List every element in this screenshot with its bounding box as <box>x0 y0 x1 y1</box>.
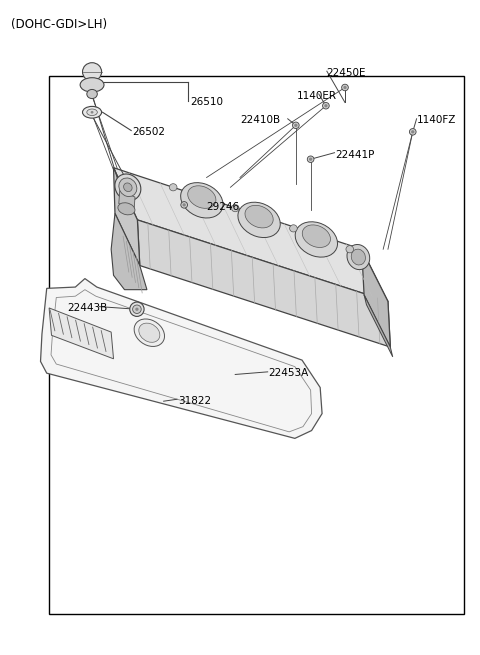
Text: 22450E: 22450E <box>326 68 365 78</box>
Text: 22443B: 22443B <box>67 303 108 313</box>
Ellipse shape <box>343 86 347 89</box>
Ellipse shape <box>87 90 97 98</box>
Ellipse shape <box>409 128 416 135</box>
Text: 1140FZ: 1140FZ <box>417 115 456 125</box>
Ellipse shape <box>188 186 216 208</box>
Ellipse shape <box>347 244 370 270</box>
Ellipse shape <box>324 104 327 107</box>
Polygon shape <box>114 168 140 265</box>
Text: 26510: 26510 <box>190 98 223 107</box>
Ellipse shape <box>182 203 186 206</box>
Polygon shape <box>114 168 388 301</box>
Ellipse shape <box>83 63 102 81</box>
Ellipse shape <box>80 78 104 92</box>
Ellipse shape <box>294 124 298 127</box>
Ellipse shape <box>132 305 141 314</box>
Ellipse shape <box>130 302 144 316</box>
Text: 22410B: 22410B <box>240 115 280 125</box>
Ellipse shape <box>238 202 280 238</box>
Ellipse shape <box>87 109 97 115</box>
Ellipse shape <box>169 183 177 191</box>
Ellipse shape <box>119 178 137 196</box>
Text: 22441P: 22441P <box>336 149 375 160</box>
Ellipse shape <box>115 174 141 200</box>
Ellipse shape <box>302 225 330 248</box>
Ellipse shape <box>411 130 414 134</box>
Polygon shape <box>364 295 393 357</box>
Ellipse shape <box>346 246 354 253</box>
Text: 31822: 31822 <box>178 396 211 405</box>
Text: 22453A: 22453A <box>269 368 309 378</box>
Ellipse shape <box>181 202 188 208</box>
Ellipse shape <box>180 183 223 218</box>
Ellipse shape <box>323 102 329 109</box>
Ellipse shape <box>342 84 348 91</box>
Ellipse shape <box>289 225 297 232</box>
Polygon shape <box>40 278 322 438</box>
Ellipse shape <box>351 249 365 265</box>
Polygon shape <box>49 308 114 359</box>
Ellipse shape <box>292 122 299 128</box>
Bar <box>49 77 464 614</box>
Ellipse shape <box>231 204 239 212</box>
Ellipse shape <box>134 319 165 346</box>
Polygon shape <box>111 214 147 290</box>
Ellipse shape <box>83 106 102 118</box>
Ellipse shape <box>307 156 314 162</box>
Ellipse shape <box>135 308 139 311</box>
Polygon shape <box>362 250 390 347</box>
Text: (DOHC-GDI>LH): (DOHC-GDI>LH) <box>11 18 107 31</box>
Polygon shape <box>119 191 135 210</box>
Polygon shape <box>137 220 390 347</box>
Text: 1140ER: 1140ER <box>297 91 337 101</box>
Ellipse shape <box>309 158 312 161</box>
Ellipse shape <box>118 203 135 215</box>
Text: 29246: 29246 <box>206 202 240 212</box>
Text: 26502: 26502 <box>132 127 166 137</box>
Ellipse shape <box>124 183 132 192</box>
Ellipse shape <box>295 222 337 257</box>
Ellipse shape <box>139 323 160 343</box>
Ellipse shape <box>91 111 94 113</box>
Ellipse shape <box>245 205 273 228</box>
